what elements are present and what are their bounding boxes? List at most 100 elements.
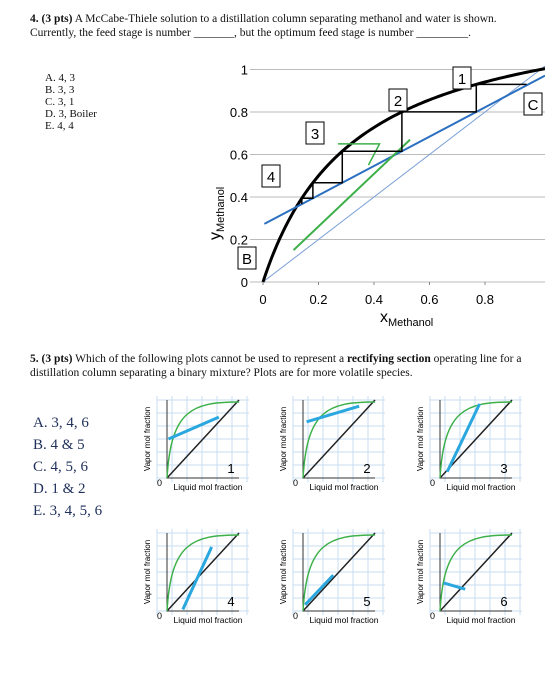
question-4: 4. (3 pts) A McCabe-Thiele solution to a…	[30, 12, 530, 40]
panel-equilibrium	[166, 401, 240, 479]
x-tick-label: 0	[259, 292, 266, 307]
panel: 1 0 Liquid mol fraction Vapor mol fraction	[143, 396, 249, 492]
question-5: 5. (3 pts) Which of the following plots …	[30, 352, 530, 380]
question-text: Which of the following plots cannot be u…	[75, 353, 345, 365]
stage-label: 3	[311, 126, 319, 143]
question-text: A McCabe-Thiele solution to a distillati…	[30, 13, 497, 39]
stage-box	[388, 88, 408, 112]
option: A. 3, 4, 6	[33, 415, 89, 431]
emphasis: rectifying section	[346, 353, 431, 365]
panel-operating-line	[443, 581, 466, 591]
panel-origin: 0	[430, 611, 435, 621]
stage-label: 2	[394, 93, 402, 110]
option: B. 3, 3	[45, 84, 75, 96]
question-number: 4. (3 pts)	[30, 13, 73, 25]
axis-subscript: Methanol	[215, 187, 227, 232]
panel-number: 2	[363, 461, 370, 476]
panel-operating-line	[167, 415, 220, 441]
panel-equilibrium	[302, 401, 376, 479]
question-number: 5. (3 pts)	[30, 353, 73, 365]
panel-ylabel: Vapor mol fraction	[416, 540, 425, 604]
panel-ylabel: Vapor mol fraction	[279, 540, 288, 604]
option: B. 4 & 5	[33, 437, 85, 453]
diagonal	[262, 65, 545, 283]
panel-xlabel: Liquid mol fraction	[174, 615, 243, 625]
stage-box	[452, 66, 472, 90]
option: E. 4, 4	[45, 120, 74, 132]
panel-xlabel: Liquid mol fraction	[174, 482, 243, 492]
feed-step	[337, 143, 381, 166]
panel-number: 6	[500, 594, 507, 609]
panel-equilibrium	[439, 401, 513, 479]
option: D. 3, Boiler	[45, 108, 97, 120]
stages	[301, 83, 527, 205]
axis-subscript: Methanol	[388, 317, 433, 329]
panel-diagonal	[166, 399, 240, 479]
panel-number: 3	[500, 461, 507, 476]
panel-operating-line	[445, 403, 481, 473]
panel-xlabel: Liquid mol fraction	[310, 482, 379, 492]
option: D. 1 & 2	[33, 481, 86, 497]
axis-symbol: y	[207, 232, 224, 240]
panel-ylabel: Vapor mol fraction	[143, 407, 152, 471]
y-tick-label: 0.2	[230, 233, 248, 248]
panel-origin: 0	[430, 478, 435, 488]
panel-diagonal	[439, 532, 513, 612]
panel-ylabel: Vapor mol fraction	[416, 407, 425, 471]
panel-number: 4	[227, 594, 234, 609]
panel-operating-line	[304, 574, 335, 606]
option: C. 4, 5, 6	[33, 459, 89, 475]
panel-ylabel: Vapor mol fraction	[143, 540, 152, 604]
stage-label: 4	[267, 169, 275, 186]
panel-diagonal	[302, 399, 376, 479]
panel-number: 1	[227, 461, 234, 476]
x-axis-label: xMethanol	[380, 309, 433, 329]
x-tick-label: 0.6	[420, 292, 438, 307]
panel-equilibrium	[439, 534, 513, 612]
stage-label: 1	[458, 71, 466, 88]
panel: 2 0 Liquid mol fraction Vapor mol fraction	[279, 396, 385, 492]
option: E. 3, 4, 5, 6	[33, 503, 103, 519]
stage-label: B	[242, 251, 252, 268]
panel: 5 0 Liquid mol fraction Vapor mol fraction	[279, 529, 385, 625]
panel-xlabel: Liquid mol fraction	[447, 615, 516, 625]
panel-origin: 0	[293, 611, 298, 621]
panel-diagonal	[166, 532, 240, 612]
option: A. 4, 3	[45, 72, 75, 84]
panel-origin: 0	[157, 611, 162, 621]
y-tick-label: 0	[241, 275, 248, 290]
question-text: operating line for a distillation column…	[30, 353, 522, 379]
y-axis-label: yMethanol	[207, 187, 227, 240]
stage-box	[261, 164, 281, 188]
panel-operating-line	[181, 546, 214, 611]
operating-line	[263, 74, 545, 225]
panel-xlabel: Liquid mol fraction	[447, 482, 516, 492]
panel-number: 5	[363, 594, 370, 609]
panel-diagonal	[302, 532, 376, 612]
x-tick-label: 0.4	[365, 292, 383, 307]
stage-label: C	[528, 97, 539, 114]
feed-line	[292, 138, 411, 251]
options: A. 3, 4, 6 B. 4 & 5 C. 4, 5, 6 D. 1 & 2 E. 3…	[33, 412, 102, 522]
panel-operating-line	[306, 404, 360, 424]
y-tick-label: 1	[241, 63, 248, 78]
options: A. 4, 3 B. 3, 3 C. 3, 1 D. 3, Boiler E. 4, 4	[45, 72, 97, 132]
option: C. 3, 1	[45, 96, 75, 108]
panel: 4 0 Liquid mol fraction Vapor mol fraction	[143, 529, 249, 625]
y-tick-label: 0.8	[230, 105, 248, 120]
x-tick-label: 0.2	[309, 292, 327, 307]
panel-origin: 0	[157, 478, 162, 488]
stage-box	[237, 246, 257, 270]
x-tick-label: 0.8	[476, 292, 494, 307]
y-tick-label: 0.4	[230, 190, 248, 205]
panel-ylabel: Vapor mol fraction	[279, 407, 288, 471]
panel-equilibrium	[166, 534, 240, 612]
stage-box	[305, 121, 325, 145]
axis-symbol: x	[380, 309, 388, 326]
stage-box	[523, 92, 543, 116]
panel-equilibrium	[302, 534, 376, 612]
panel: 6 0 Liquid mol fraction Vapor mol fraction	[416, 529, 522, 625]
y-tick-label: 0.6	[230, 148, 248, 163]
